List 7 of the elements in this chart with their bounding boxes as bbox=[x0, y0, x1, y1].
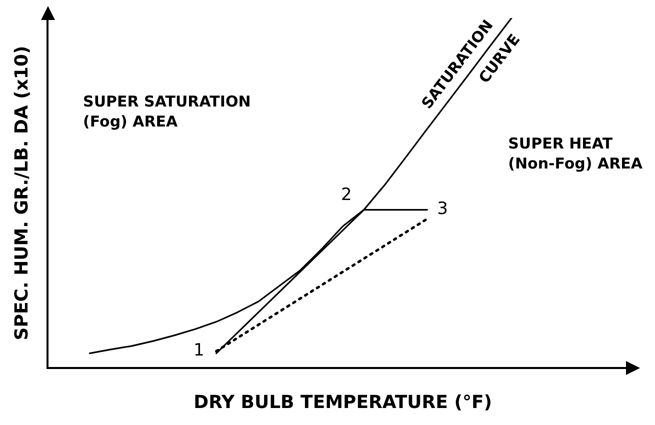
y-axis-title: SPEC. HUM. GR./LB. DA (x10) bbox=[11, 46, 32, 340]
annotation: 3 bbox=[437, 199, 448, 220]
x-axis-title: DRY BULB TEMPERATURE (°F) bbox=[194, 392, 492, 413]
annotation: SUPER SATURATION (Fog) AREA bbox=[83, 92, 251, 130]
annotation: SUPER HEAT (Non-Fog) AREA bbox=[508, 134, 643, 172]
annotation: 2 bbox=[341, 185, 352, 206]
annotation: 1 bbox=[193, 340, 204, 361]
